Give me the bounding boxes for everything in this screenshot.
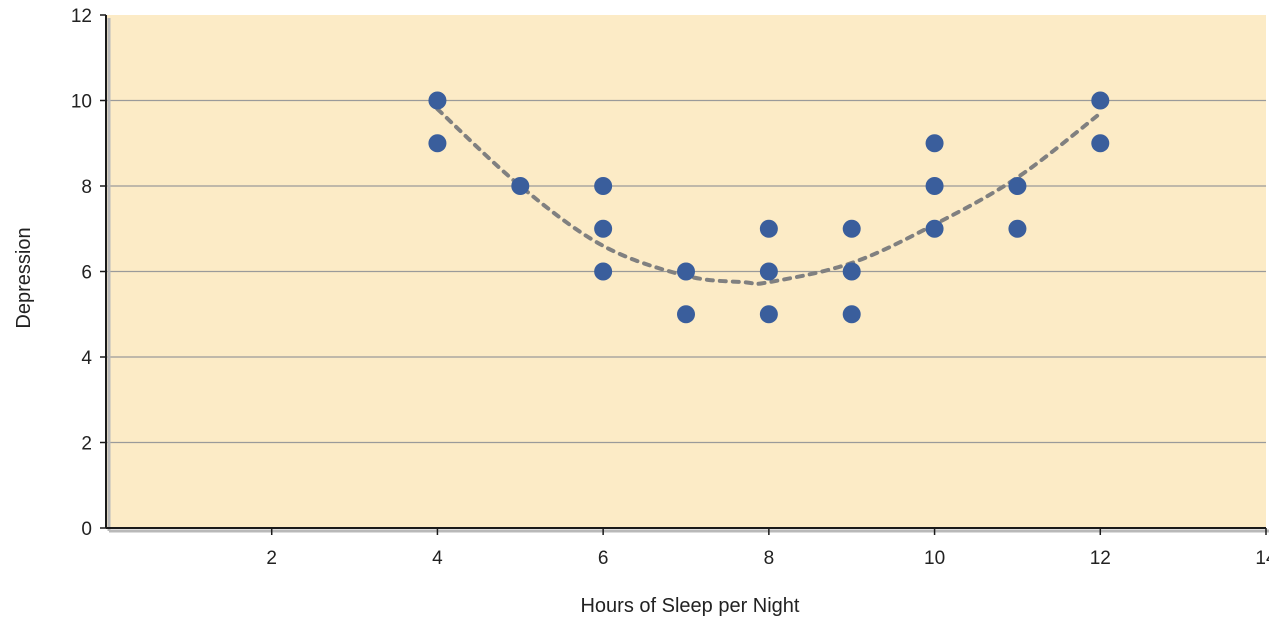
- x-tick-label: 14: [1255, 548, 1269, 569]
- data-point: [842, 305, 861, 324]
- y-tick-label: 2: [81, 434, 92, 455]
- y-tick-label: 0: [81, 519, 92, 540]
- data-point: [1091, 134, 1110, 153]
- data-point: [677, 305, 695, 324]
- x-tick-label: 4: [432, 548, 443, 569]
- data-point: [842, 219, 861, 238]
- data-point: [677, 262, 695, 281]
- data-point: [428, 134, 447, 153]
- data-point: [925, 177, 944, 195]
- data-point: [594, 177, 613, 195]
- y-tick-label: 8: [81, 177, 92, 198]
- x-tick-label: 2: [266, 548, 277, 569]
- data-point: [1091, 91, 1110, 110]
- data-point: [925, 219, 944, 238]
- x-axis-title: Hours of Sleep per Night: [580, 595, 799, 617]
- data-points: [428, 91, 1110, 324]
- x-tick-label: 6: [598, 548, 609, 569]
- data-point: [759, 219, 778, 238]
- data-point: [594, 262, 613, 281]
- data-point: [594, 219, 613, 238]
- data-point: [428, 91, 447, 110]
- data-point: [1008, 219, 1027, 238]
- y-axis-title: Depression: [13, 227, 35, 328]
- trendline: [435, 107, 1103, 286]
- data-point: [925, 134, 944, 153]
- data-point: [842, 262, 861, 281]
- y-tick-label: 12: [71, 6, 92, 27]
- y-tick-label: 6: [81, 263, 92, 284]
- axes: [100, 14, 1269, 535]
- y-tick-label: 4: [81, 348, 92, 369]
- x-tick-label: 8: [764, 548, 775, 569]
- tick-labels: 0 2 4 6 8 10 12 2 4 6 8 10 12 14: [71, 6, 1269, 569]
- data-point: [759, 305, 778, 324]
- x-tick-label: 12: [1090, 548, 1111, 569]
- y-tick-label: 10: [71, 92, 92, 113]
- data-point: [511, 177, 530, 195]
- data-point: [759, 262, 778, 281]
- trendline-group: [435, 107, 1103, 286]
- x-tick-label: 10: [924, 548, 945, 569]
- data-point: [1008, 177, 1027, 195]
